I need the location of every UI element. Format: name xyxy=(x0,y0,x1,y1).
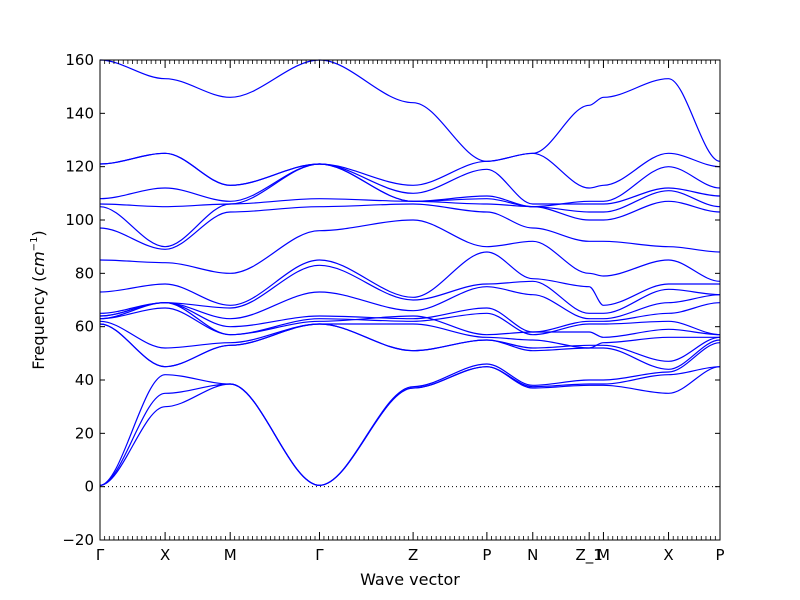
band-series-15 xyxy=(99,198,721,248)
plot-frame xyxy=(99,59,721,541)
plot-area xyxy=(99,59,721,541)
y-axis-label-unit: cm xyxy=(29,251,48,275)
x-tick-label: P xyxy=(482,546,491,564)
band-series-5 xyxy=(99,323,721,368)
y-tick-label: 0 xyxy=(84,478,94,496)
x-tick-label: Γ xyxy=(315,546,324,564)
band-series-11 xyxy=(99,264,721,314)
y-axis-label: Frequency (cm−1) xyxy=(29,230,48,369)
band-series-3 xyxy=(99,342,721,486)
band-series-6 xyxy=(99,320,720,349)
y-axis-label-close: ) xyxy=(29,230,48,236)
band-series-14 xyxy=(99,203,721,253)
y-tick-label: 40 xyxy=(75,371,94,389)
x-tick-label: M xyxy=(224,546,237,564)
band-series-20 xyxy=(99,59,721,162)
x-tick-label: N xyxy=(527,546,538,564)
y-axis: −20 0 20 40 60 80 100 120 140 160 xyxy=(62,51,720,549)
y-tick-label: 160 xyxy=(65,51,94,69)
band-series-19 xyxy=(99,152,721,189)
y-axis-label-exponent: −1 xyxy=(29,237,40,252)
y-tick-label: 60 xyxy=(75,318,94,336)
x-tick-label: Z xyxy=(408,546,418,564)
y-axis-label-text: Frequency ( xyxy=(29,276,48,370)
band-series-16 xyxy=(99,163,721,213)
x-axis: Γ X M Γ Z P N Z_1M X P xyxy=(96,60,725,565)
x-tick-label: P xyxy=(715,546,724,564)
x-tick-label: Γ xyxy=(96,546,105,564)
band-series-9 xyxy=(99,302,721,333)
x-tick-label: X xyxy=(160,546,170,564)
y-tick-label: 120 xyxy=(65,158,94,176)
x-tick-label: M xyxy=(597,546,610,564)
band-series-group xyxy=(99,59,721,486)
band-series-2 xyxy=(99,366,721,486)
y-tick-label: 20 xyxy=(75,424,94,442)
band-series-13 xyxy=(99,219,721,282)
band-series-8 xyxy=(99,302,721,336)
y-tick-label: 80 xyxy=(75,264,94,282)
x-axis-label: Wave vector xyxy=(360,570,460,589)
y-tick-label: 140 xyxy=(65,104,94,122)
x-tick-label: Z_1 xyxy=(576,546,603,565)
band-series-17 xyxy=(99,163,721,205)
band-series-10 xyxy=(99,286,721,320)
band-series-7 xyxy=(99,307,721,338)
x-tick-label: X xyxy=(663,546,673,564)
x-minor-ticks xyxy=(104,60,716,540)
y-tick-label: −20 xyxy=(62,531,94,549)
band-series-12 xyxy=(99,251,720,306)
y-tick-label: 100 xyxy=(65,211,94,229)
